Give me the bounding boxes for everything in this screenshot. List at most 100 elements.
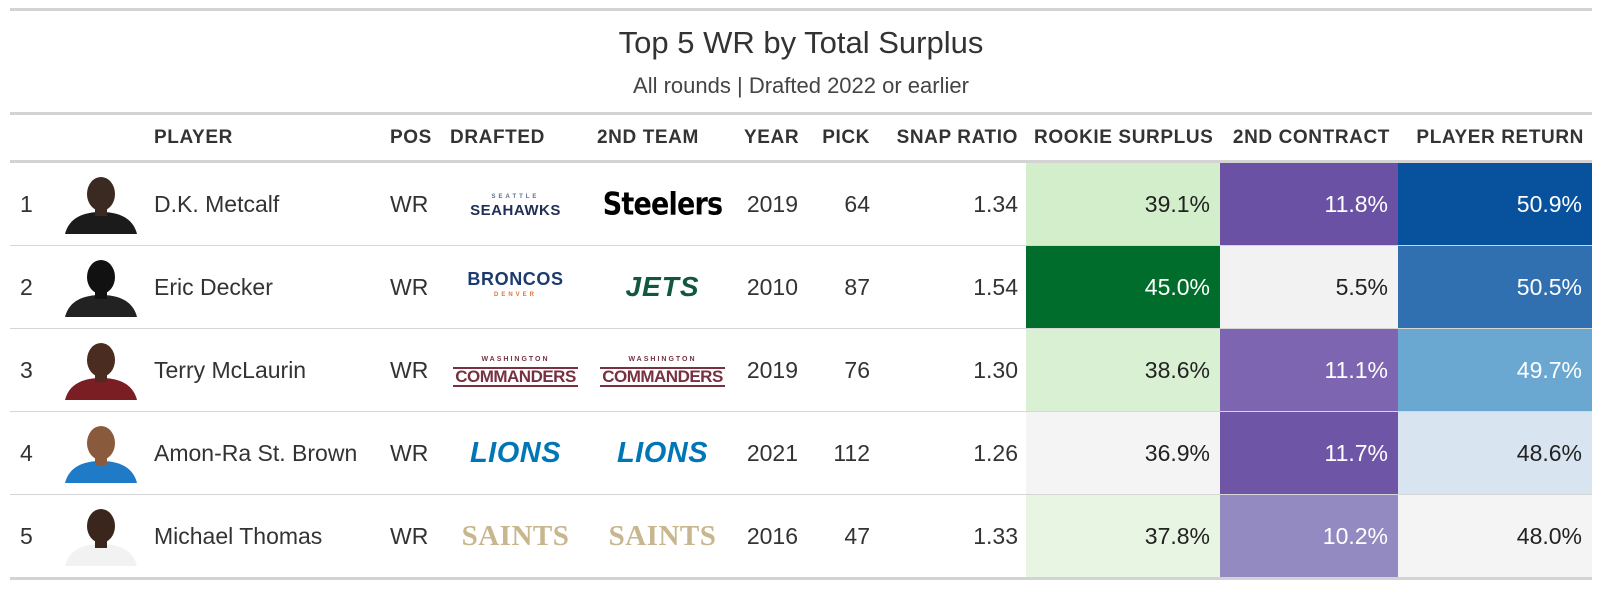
pos-cell: WR bbox=[382, 494, 442, 580]
col-header-snap-ratio: SNAP RATIO bbox=[878, 115, 1026, 163]
broncos-logo: BRONCOS DENVER bbox=[467, 269, 564, 298]
second-contract-cell: 10.2% bbox=[1220, 494, 1398, 580]
headshot-cell bbox=[48, 245, 154, 329]
drafted-team-cell: LIONS bbox=[442, 411, 589, 495]
rank-cell: 3 bbox=[10, 328, 48, 412]
table-row: 4 Amon-Ra St. Brown WR LIONS LIONS 2021 112 1.2… bbox=[10, 411, 1592, 495]
second-contract-cell: 11.1% bbox=[1220, 328, 1398, 412]
headshot-cell bbox=[48, 161, 154, 246]
seahawks-logo: SEATTLE SEAHAWKS bbox=[470, 194, 561, 219]
year-cell: 2016 bbox=[736, 494, 806, 580]
pos-cell: WR bbox=[382, 161, 442, 246]
year-cell: 2021 bbox=[736, 411, 806, 495]
player-name-cell: Michael Thomas bbox=[154, 494, 382, 580]
rank-cell: 1 bbox=[10, 161, 48, 246]
player-name-cell: D.K. Metcalf bbox=[154, 161, 382, 246]
pos-cell: WR bbox=[382, 328, 442, 412]
second-team-cell: SAINTS bbox=[589, 494, 736, 580]
table-row: 1 D.K. Metcalf WR SEATTLE SEAHAWKS Steelers 20… bbox=[10, 161, 1592, 246]
snap-ratio-cell: 1.54 bbox=[878, 245, 1026, 329]
snap-ratio-cell: 1.30 bbox=[878, 328, 1026, 412]
rookie-surplus-cell: 36.9% bbox=[1026, 411, 1220, 495]
year-cell: 2010 bbox=[736, 245, 806, 329]
col-header-rookie-surplus: ROOKIE SURPLUS bbox=[1026, 115, 1220, 163]
player-headshot bbox=[57, 257, 145, 317]
player-return-cell: 50.5% bbox=[1398, 245, 1592, 329]
snap-ratio-cell: 1.33 bbox=[878, 494, 1026, 580]
drafted-team-cell: SAINTS bbox=[442, 494, 589, 580]
col-header-player-return: PLAYER RETURN bbox=[1398, 115, 1592, 163]
second-contract-cell: 11.8% bbox=[1220, 161, 1398, 246]
lions-logo: LIONS bbox=[616, 436, 709, 469]
year-cell: 2019 bbox=[736, 161, 806, 246]
player-headshot bbox=[57, 174, 145, 234]
snap-ratio-cell: 1.34 bbox=[878, 161, 1026, 246]
rookie-surplus-cell: 37.8% bbox=[1026, 494, 1220, 580]
table-body: 1 D.K. Metcalf WR SEATTLE SEAHAWKS Steelers 20… bbox=[10, 161, 1592, 580]
lions-logo: LIONS bbox=[469, 436, 562, 469]
player-headshot bbox=[57, 506, 145, 566]
player-name-cell: Amon-Ra St. Brown bbox=[154, 411, 382, 495]
second-contract-cell: 11.7% bbox=[1220, 411, 1398, 495]
rank-cell: 4 bbox=[10, 411, 48, 495]
drafted-team-cell: BRONCOS DENVER bbox=[442, 245, 589, 329]
second-team-cell: Steelers bbox=[589, 161, 736, 246]
second-team-cell: LIONS bbox=[589, 411, 736, 495]
player-headshot bbox=[57, 340, 145, 400]
pick-cell: 47 bbox=[806, 494, 878, 580]
headshot-cell bbox=[48, 411, 154, 495]
second-team-cell: JETS bbox=[589, 245, 736, 329]
headshot-cell bbox=[48, 328, 154, 412]
header-row: PLAYER POS DRAFTED 2ND TEAM YEAR PICK SN… bbox=[10, 115, 1592, 163]
wr-surplus-table: PLAYER POS DRAFTED 2ND TEAM YEAR PICK SN… bbox=[10, 115, 1592, 580]
col-header-second-team: 2ND TEAM bbox=[589, 115, 736, 163]
drafted-team-cell: SEATTLE SEAHAWKS bbox=[442, 161, 589, 246]
player-return-cell: 50.9% bbox=[1398, 161, 1592, 246]
second-team-cell: WASHINGTON COMMANDERS bbox=[589, 328, 736, 412]
second-contract-cell: 5.5% bbox=[1220, 245, 1398, 329]
headshot-cell bbox=[48, 494, 154, 580]
pos-cell: WR bbox=[382, 411, 442, 495]
drafted-team-cell: WASHINGTON COMMANDERS bbox=[442, 328, 589, 412]
header-rule bbox=[10, 112, 1592, 115]
col-header-second-contract: 2ND CONTRACT bbox=[1220, 115, 1398, 163]
rank-cell: 5 bbox=[10, 494, 48, 580]
table-subtitle: All rounds | Drafted 2022 or earlier bbox=[633, 73, 969, 98]
rookie-surplus-cell: 38.6% bbox=[1026, 328, 1220, 412]
snap-ratio-cell: 1.26 bbox=[878, 411, 1026, 495]
player-name-cell: Eric Decker bbox=[154, 245, 382, 329]
pick-cell: 112 bbox=[806, 411, 878, 495]
col-header-pos: POS bbox=[382, 115, 442, 163]
jets-logo: JETS bbox=[625, 271, 700, 302]
top-rule bbox=[10, 8, 1592, 11]
table-row: 3 Terry McLaurin WR WASHINGTON COMMANDERS WAS… bbox=[10, 328, 1592, 412]
pick-cell: 76 bbox=[806, 328, 878, 412]
saints-logo: SAINTS bbox=[608, 519, 717, 552]
col-header-year: YEAR bbox=[736, 115, 806, 163]
player-return-cell: 49.7% bbox=[1398, 328, 1592, 412]
year-cell: 2019 bbox=[736, 328, 806, 412]
col-header-drafted: DRAFTED bbox=[442, 115, 589, 163]
rookie-surplus-cell: 45.0% bbox=[1026, 245, 1220, 329]
player-return-cell: 48.0% bbox=[1398, 494, 1592, 580]
col-header-headshot bbox=[48, 115, 154, 163]
surplus-table-card: Top 5 WR by Total Surplus All rounds | D… bbox=[10, 8, 1592, 580]
rookie-surplus-cell: 39.1% bbox=[1026, 161, 1220, 246]
commanders-logo: WASHINGTON COMMANDERS bbox=[600, 356, 725, 387]
col-header-player: PLAYER bbox=[154, 115, 382, 163]
commanders-logo: WASHINGTON COMMANDERS bbox=[453, 356, 578, 387]
table-row: 5 Michael Thomas WR SAINTS SAINTS 2016 47 1.33 3… bbox=[10, 494, 1592, 580]
steelers-logo: Steelers bbox=[602, 186, 723, 222]
pick-cell: 87 bbox=[806, 245, 878, 329]
table-row: 2 Eric Decker WR BRONCOS DENVER JETS 2010 87 1.5… bbox=[10, 245, 1592, 329]
player-headshot bbox=[57, 423, 145, 483]
pick-cell: 64 bbox=[806, 161, 878, 246]
table-title: Top 5 WR by Total Surplus bbox=[618, 25, 984, 60]
rank-cell: 2 bbox=[10, 245, 48, 329]
col-header-pick: PICK bbox=[806, 115, 878, 163]
player-name-cell: Terry McLaurin bbox=[154, 328, 382, 412]
col-header-rank bbox=[10, 115, 48, 163]
player-return-cell: 48.6% bbox=[1398, 411, 1592, 495]
pos-cell: WR bbox=[382, 245, 442, 329]
saints-logo: SAINTS bbox=[461, 519, 570, 552]
